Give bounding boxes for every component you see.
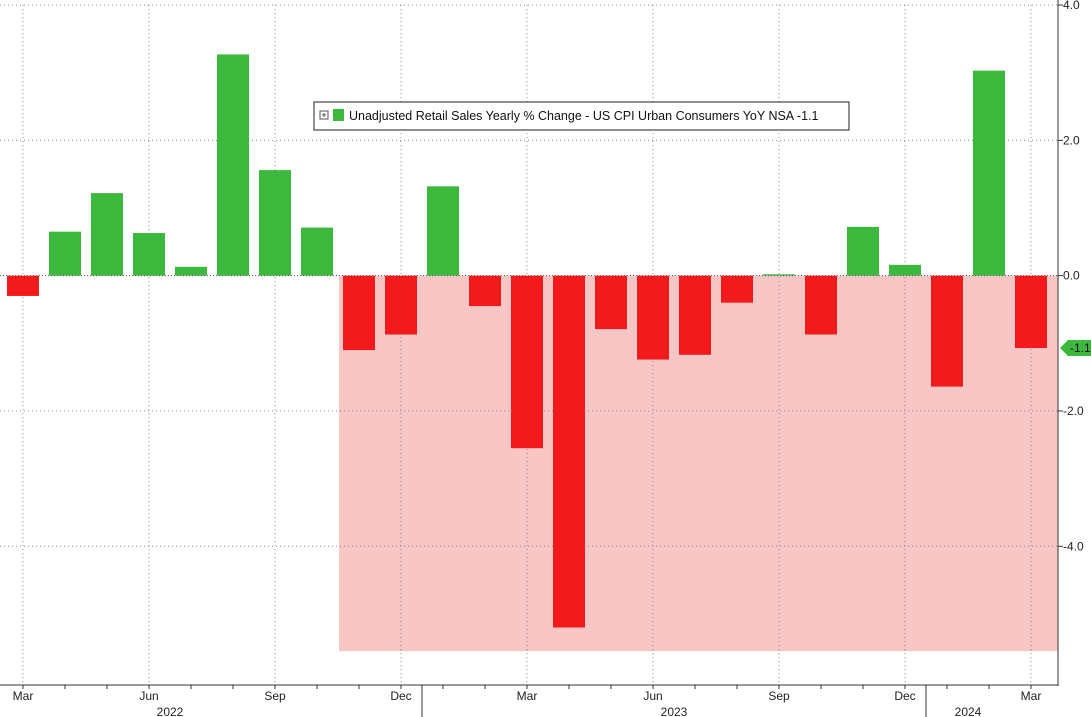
- bar-2022-08: [217, 54, 249, 276]
- bar-2023-08: [721, 275, 753, 303]
- y-tick-label: -4.0: [1063, 539, 1084, 553]
- y-tick-label: 2.0: [1063, 133, 1080, 147]
- bar-2023-02: [469, 275, 501, 307]
- bar-2024-01: [931, 275, 963, 387]
- year-label: 2022: [157, 705, 184, 717]
- bar-2023-10: [805, 275, 837, 335]
- legend-label: Unadjusted Retail Sales Yearly % Change …: [349, 109, 819, 123]
- bar-2022-06: [133, 233, 165, 276]
- x-tick-label: Dec: [390, 689, 411, 703]
- bar-2023-09: [763, 274, 795, 276]
- legend-box: [313, 101, 850, 131]
- bar-2024-02: [973, 70, 1005, 276]
- bar-2023-12: [889, 264, 921, 276]
- x-tick-label: Mar: [13, 689, 34, 703]
- bar-2022-12: [385, 275, 417, 335]
- year-label: 2024: [955, 705, 982, 717]
- bar-2022-09: [259, 170, 291, 276]
- y-tick-label: 4.0: [1063, 0, 1080, 12]
- y-tick-labels: 4.0 2.0 0.0 -2.0 -4.0: [1058, 0, 1084, 553]
- legend-swatch: [333, 109, 344, 121]
- bar-2022-10: [301, 227, 333, 276]
- x-tick-label: Mar: [1021, 689, 1042, 703]
- last-value-tag-shape: [1060, 340, 1091, 357]
- x-tick-label: Jun: [643, 689, 662, 703]
- last-value-label: -1.1: [1070, 341, 1091, 355]
- bar-2022-07: [175, 266, 207, 276]
- bar-2022-04: [49, 231, 81, 276]
- bar-2023-06: [637, 275, 669, 360]
- bar-2023-04: [553, 275, 585, 628]
- y-tick-label: 0.0: [1063, 269, 1080, 283]
- bar-2022-03: [7, 275, 39, 296]
- bar-2023-03: [511, 275, 543, 449]
- x-tick-label: Mar: [517, 689, 538, 703]
- x-tick-label: Jun: [139, 689, 158, 703]
- x-tick-labels: Mar Jun Sep Dec Mar Jun Sep Dec Mar 2022 2023 2024: [13, 685, 1042, 717]
- bar-2023-05: [595, 275, 627, 330]
- bar-2023-01: [427, 186, 459, 276]
- x-tick-label: Sep: [768, 689, 790, 703]
- bar-2024-03: [1015, 275, 1047, 349]
- last-value-tag: -1.1: [1060, 340, 1091, 357]
- legend[interactable]: Unadjusted Retail Sales Yearly % Change …: [313, 101, 850, 131]
- year-label: 2023: [661, 705, 688, 717]
- x-tick-label: Dec: [894, 689, 915, 703]
- bar-2023-07: [679, 275, 711, 355]
- x-tick-label: Sep: [264, 689, 286, 703]
- bar-2022-11: [343, 275, 375, 351]
- bar-2022-05: [91, 193, 123, 276]
- bars: [7, 54, 1047, 628]
- axes: [0, 0, 1059, 686]
- y-tick-label: -2.0: [1063, 404, 1084, 418]
- bar-2023-11: [847, 226, 879, 276]
